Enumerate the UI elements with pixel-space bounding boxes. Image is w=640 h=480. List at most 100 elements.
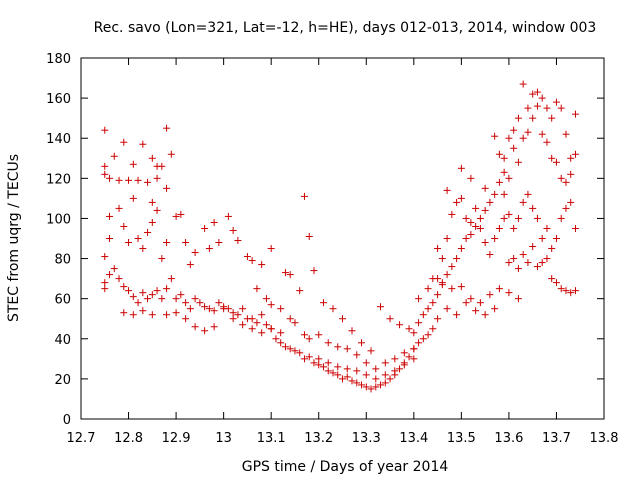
data-point bbox=[339, 315, 346, 323]
data-point bbox=[434, 245, 442, 253]
y-axis-title: STEC from uqrg / TECUs bbox=[6, 154, 22, 322]
data-point bbox=[248, 257, 256, 265]
data-point bbox=[372, 383, 380, 391]
data-point bbox=[300, 192, 308, 200]
data-point bbox=[148, 198, 156, 206]
data-point bbox=[400, 361, 408, 369]
data-point bbox=[476, 224, 484, 232]
data-point bbox=[481, 311, 489, 319]
x-tick-label: 13.1 bbox=[257, 431, 286, 446]
x-tick-label: 13.5 bbox=[447, 431, 476, 446]
data-point bbox=[434, 315, 442, 323]
data-point bbox=[571, 224, 579, 232]
data-point bbox=[139, 307, 147, 315]
data-point bbox=[201, 327, 209, 335]
data-point bbox=[524, 104, 532, 112]
data-point bbox=[486, 291, 494, 299]
data-point bbox=[182, 315, 190, 323]
data-point bbox=[467, 218, 475, 226]
data-point bbox=[510, 255, 518, 263]
data-point bbox=[457, 283, 465, 291]
x-tick-label: 12.9 bbox=[162, 431, 191, 446]
data-point bbox=[163, 184, 171, 192]
data-point bbox=[372, 375, 380, 383]
data-point bbox=[438, 279, 446, 287]
data-point bbox=[448, 210, 456, 218]
data-point bbox=[457, 164, 465, 172]
data-point bbox=[377, 381, 385, 389]
data-point bbox=[429, 325, 437, 333]
data-point bbox=[519, 134, 527, 142]
data-point bbox=[148, 291, 156, 299]
y-tick-label: 40 bbox=[54, 333, 71, 348]
data-point bbox=[443, 235, 451, 242]
data-point bbox=[514, 295, 522, 303]
data-point bbox=[158, 255, 166, 263]
data-point bbox=[381, 371, 389, 379]
data-point bbox=[410, 329, 418, 337]
data-point bbox=[177, 210, 185, 218]
data-point bbox=[529, 204, 537, 212]
data-point bbox=[315, 331, 323, 339]
data-point bbox=[476, 299, 484, 307]
data-point bbox=[481, 239, 489, 247]
data-point bbox=[296, 349, 304, 357]
data-point bbox=[139, 140, 147, 148]
data-point bbox=[510, 224, 518, 232]
data-point bbox=[210, 307, 218, 315]
x-tick-label: 13.7 bbox=[542, 431, 571, 446]
data-point bbox=[557, 214, 565, 222]
data-point bbox=[186, 261, 194, 269]
data-point bbox=[495, 150, 503, 158]
data-point bbox=[220, 305, 228, 313]
data-point bbox=[129, 160, 137, 168]
y-tick-label: 60 bbox=[54, 293, 71, 308]
data-point bbox=[106, 212, 114, 220]
data-point bbox=[201, 303, 209, 311]
data-point bbox=[291, 347, 299, 355]
data-point bbox=[543, 255, 551, 263]
data-point bbox=[182, 299, 190, 307]
data-point bbox=[253, 319, 261, 327]
x-tick-label: 13.4 bbox=[399, 431, 428, 446]
data-point bbox=[486, 251, 494, 259]
data-point bbox=[324, 339, 332, 347]
data-point bbox=[495, 178, 503, 186]
x-tick-label: 13 bbox=[215, 431, 232, 446]
data-point bbox=[514, 214, 522, 222]
data-point bbox=[481, 184, 489, 192]
data-point bbox=[538, 94, 546, 102]
data-point bbox=[415, 339, 423, 347]
data-point bbox=[367, 347, 375, 355]
data-point bbox=[286, 345, 294, 353]
data-point bbox=[391, 355, 399, 363]
data-point bbox=[410, 355, 418, 363]
data-point bbox=[510, 144, 518, 152]
data-point bbox=[291, 319, 299, 327]
data-point bbox=[358, 381, 366, 389]
data-point bbox=[557, 174, 565, 182]
data-point bbox=[110, 265, 118, 273]
data-point bbox=[529, 114, 537, 122]
y-tick-label: 20 bbox=[54, 373, 71, 388]
data-point bbox=[191, 249, 199, 257]
data-point bbox=[529, 90, 537, 98]
data-point bbox=[567, 154, 575, 162]
data-point bbox=[533, 88, 541, 96]
data-point bbox=[524, 259, 532, 267]
data-point bbox=[519, 80, 527, 88]
data-point bbox=[324, 359, 332, 367]
data-point bbox=[519, 251, 527, 259]
data-point bbox=[434, 291, 442, 299]
data-point bbox=[391, 367, 399, 375]
data-point bbox=[486, 198, 494, 206]
chart-title: Rec. savo (Lon=321, Lat=-12, h=HE), days… bbox=[94, 20, 597, 36]
data-point bbox=[310, 359, 318, 367]
y-tick-label: 120 bbox=[46, 172, 71, 187]
data-point bbox=[424, 305, 432, 313]
data-point bbox=[210, 218, 218, 226]
y-tick-label: 140 bbox=[46, 132, 71, 147]
data-point bbox=[101, 279, 109, 287]
data-point bbox=[205, 245, 213, 253]
data-point bbox=[334, 363, 342, 371]
